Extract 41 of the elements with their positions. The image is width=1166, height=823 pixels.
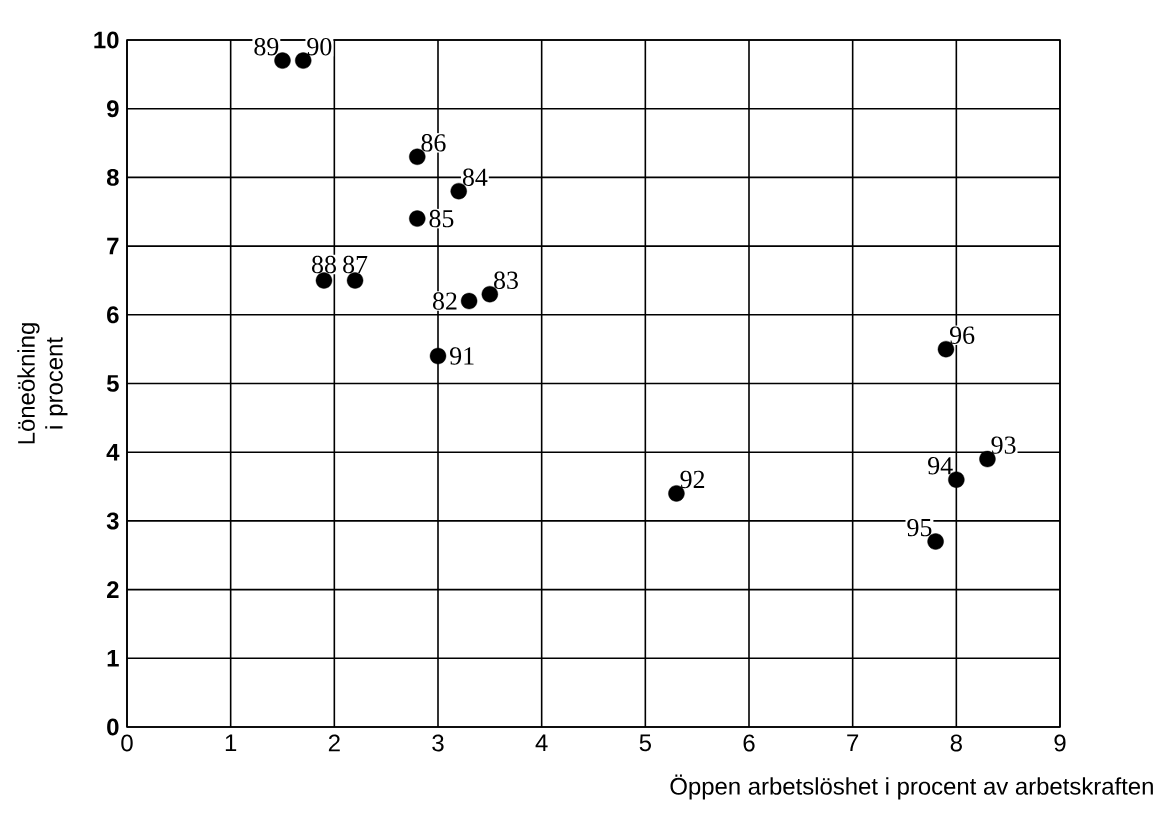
annotation: 94 [928,457,953,475]
y-tick-label: 3 [106,512,119,530]
x-tick-label: 7 [847,734,859,751]
x-tick-label: 5 [639,734,651,752]
y-tick-label: 10 [94,31,119,49]
y-tick-label: 5 [106,375,119,392]
annotation: 91 [450,347,474,365]
x-tick-label: 4 [535,734,548,751]
y-tick-label: 0 [107,718,119,736]
x-tick-label: 6 [743,734,755,752]
y-tick-label: 4 [106,443,120,461]
y-tick-label: 2 [107,581,119,598]
annotation: 86 [421,134,446,152]
point [429,347,447,365]
point [460,292,478,310]
annotation: 82 [432,292,457,310]
annotation: 95 [907,518,932,537]
x-tick-label: 9 [1054,734,1066,752]
annotation: 83 [494,271,518,289]
annotation: 85 [429,209,454,228]
point [409,210,426,227]
y-axis-title: Löneökning i procent [17,323,68,444]
x-tick-label: 8 [950,734,962,752]
y-tick-label: 7 [107,237,119,255]
annotation: 90 [307,37,332,56]
annotation: 96 [950,326,975,344]
y-tick-label: 6 [107,306,119,324]
x-tick-label: 0 [121,734,133,752]
annotation: 84 [462,168,488,186]
x-tick-label: 2 [328,734,340,752]
y-tick-label: 1 [107,650,119,667]
x-tick-label: 1 [225,734,237,751]
annotation: 92 [680,470,705,489]
y-tick-label: 8 [106,168,119,186]
annotation: 87 [343,255,368,274]
x-tick-label: 3 [432,734,444,752]
x-axis-title: Öppen arbetslöshet i procent av arbetskraften [670,774,1153,800]
annotation: 93 [991,436,1016,454]
annotation: 89 [254,37,279,56]
annotation: 88 [312,255,336,274]
y-tick-label: 9 [107,100,119,118]
